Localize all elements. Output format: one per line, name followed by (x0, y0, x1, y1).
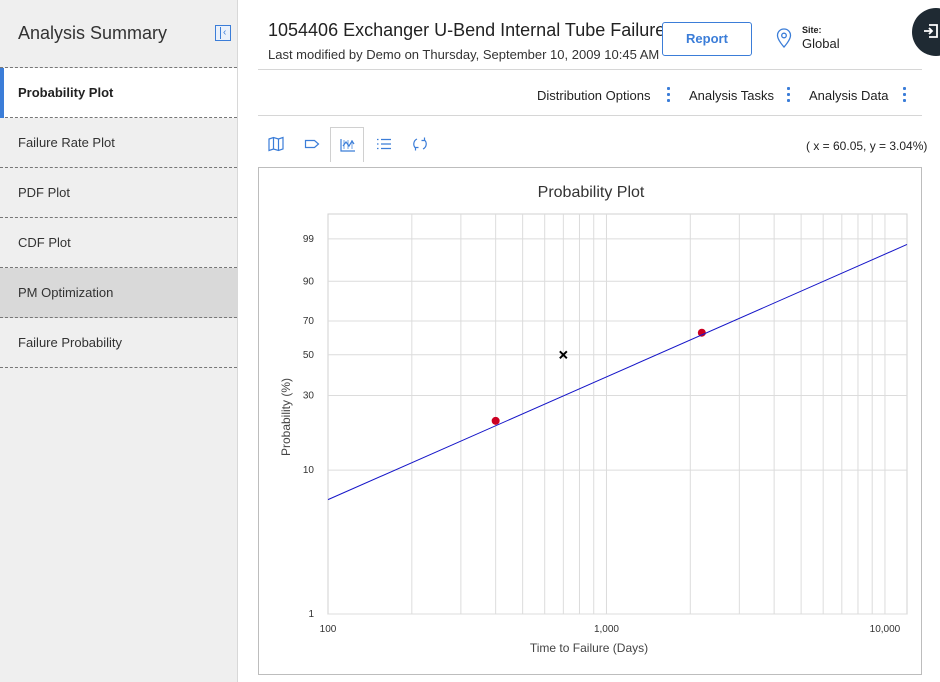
chart-tool-button[interactable] (330, 127, 364, 162)
sidebar-header: Analysis Summary ‹ (0, 0, 237, 68)
sidebar-item-pm-optimization[interactable]: PM Optimization (0, 268, 237, 318)
y-tick-label: 10 (303, 465, 315, 476)
fit-line (327, 244, 908, 501)
sidebar-title: Analysis Summary (18, 23, 168, 43)
chart-title: Probability Plot (538, 184, 645, 201)
failure-point (697, 328, 706, 337)
sidebar-item-label: PM Optimization (18, 285, 114, 300)
distribution-options-link[interactable]: Distribution Options (537, 88, 651, 103)
sidebar-item-label: Failure Rate Plot (18, 135, 115, 150)
failure-point (491, 416, 500, 425)
sidebar: Analysis Summary ‹ Probability Plot Fail… (0, 0, 238, 682)
y-tick-label: 99 (303, 234, 315, 245)
sidebar-item-failure-rate-plot[interactable]: Failure Rate Plot (0, 118, 237, 168)
header-divider (258, 69, 922, 70)
y-tick-label: 70 (303, 316, 315, 327)
x-tick-label: 1,000 (594, 624, 619, 635)
y-tick-label: 50 (303, 350, 315, 361)
analysis-data-menu-icon[interactable] (903, 87, 907, 103)
enter-icon (924, 24, 938, 38)
sidebar-item-probability-plot[interactable]: Probability Plot (0, 68, 237, 118)
sidebar-item-label: Failure Probability (18, 335, 123, 350)
refresh-tool-button[interactable] (403, 127, 437, 161)
y-axis-ticks: 1 10 30 50 70 90 99 (303, 234, 315, 620)
location-pin-icon (776, 28, 792, 48)
open-panel-button[interactable] (912, 8, 940, 56)
map-tool-button[interactable] (259, 127, 293, 161)
last-modified-text: Last modified by Demo on Thursday, Septe… (268, 47, 660, 62)
page-title: 1054406 Exchanger U-Bend Internal Tube F… (268, 20, 670, 40)
site-label: Site: (802, 25, 822, 35)
y-axis-label: Probability (%) (279, 378, 293, 456)
x-axis-label: Time to Failure (Days) (530, 641, 648, 655)
list-icon (377, 138, 391, 150)
sidebar-item-label: Probability Plot (18, 85, 114, 100)
chart-icon (340, 139, 355, 152)
distribution-options-menu-icon[interactable] (667, 87, 671, 103)
suspension-marker (559, 350, 568, 359)
site-value[interactable]: Global (802, 36, 840, 51)
y-tick-label: 30 (303, 390, 315, 401)
chart-grid (327, 213, 908, 615)
cursor-coordinates: ( x = 60.05, y = 3.04%) (806, 139, 928, 153)
sidebar-item-cdf-plot[interactable]: CDF Plot (0, 218, 237, 268)
refresh-icon (413, 137, 427, 151)
plot-frame (327, 213, 908, 615)
analysis-tasks-menu-icon[interactable] (787, 87, 791, 103)
probability-plot-chart[interactable]: Probability Plot 1 10 30 50 70 90 99 100 1,000 1… (258, 167, 922, 675)
x-tick-label: 10,000 (870, 624, 901, 635)
tasks-divider (258, 115, 922, 116)
sidebar-item-label: PDF Plot (18, 185, 71, 200)
report-button[interactable]: Report (662, 22, 752, 56)
x-axis-ticks: 100 1,000 10,000 (320, 624, 901, 635)
tag-icon (304, 139, 320, 149)
list-tool-button[interactable] (367, 127, 401, 161)
analysis-tasks-link[interactable]: Analysis Tasks (689, 88, 775, 103)
y-tick-label: 90 (303, 276, 315, 287)
y-tick-label: 1 (308, 609, 314, 620)
sidebar-item-pdf-plot[interactable]: PDF Plot (0, 168, 237, 218)
chart-series (327, 244, 908, 501)
sidebar-item-failure-probability[interactable]: Failure Probability (0, 318, 237, 368)
analysis-data-link[interactable]: Analysis Data (809, 88, 889, 103)
collapse-sidebar-icon[interactable]: ‹ (215, 25, 231, 41)
map-icon (268, 136, 284, 152)
x-tick-label: 100 (320, 624, 337, 635)
tag-tool-button[interactable] (295, 127, 329, 161)
sidebar-item-label: CDF Plot (18, 235, 71, 250)
